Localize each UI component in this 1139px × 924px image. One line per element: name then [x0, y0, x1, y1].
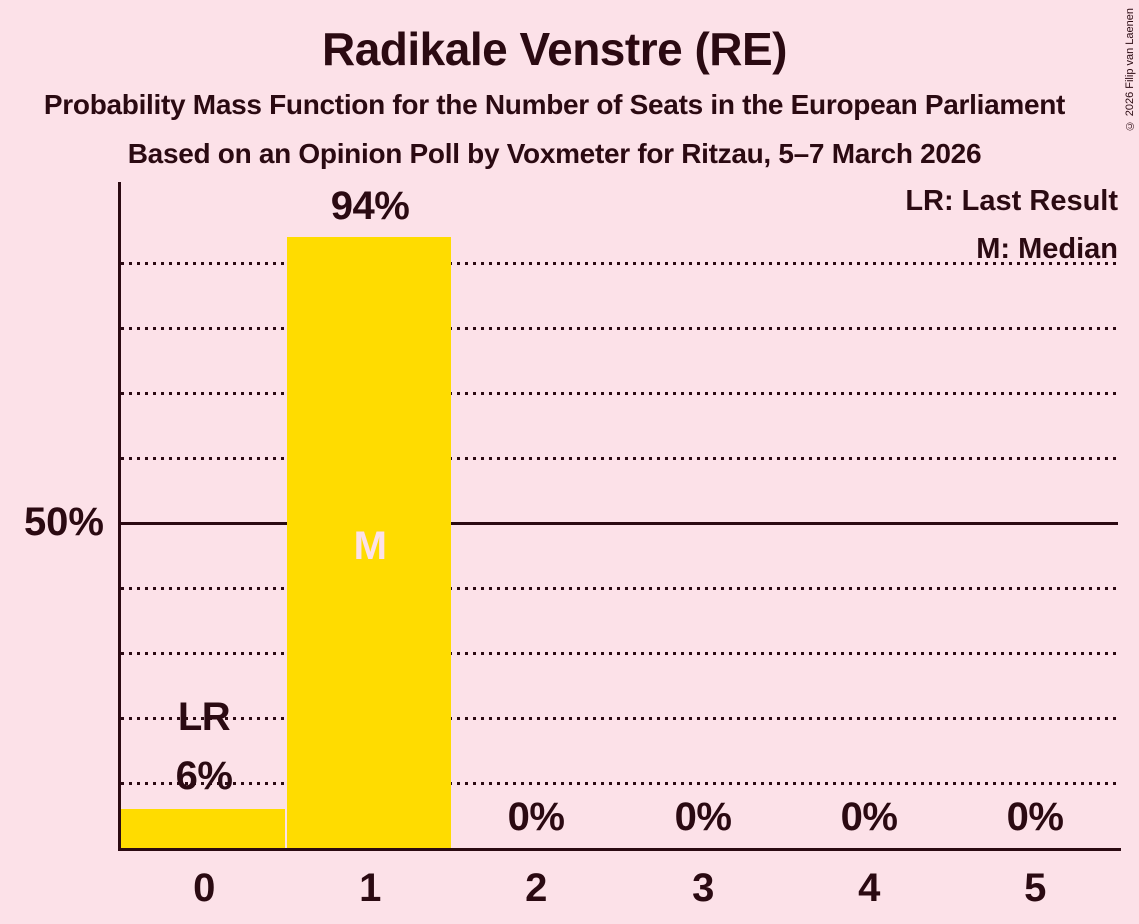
- bar-value-label-1: 94%: [330, 184, 410, 228]
- y-axis: [118, 182, 121, 851]
- copyright-notice: © 2026 Filip van Laenen: [1124, 8, 1136, 132]
- x-tick-label-2: 2: [525, 866, 547, 910]
- gridline-90: [121, 262, 1118, 265]
- bar-value-label-2: 0%: [507, 795, 565, 839]
- x-tick-label-4: 4: [858, 866, 880, 910]
- gridline-80: [121, 327, 1118, 330]
- x-tick-label-0: 0: [193, 866, 215, 910]
- x-tick-label-5: 5: [1024, 866, 1046, 910]
- gridline-60: [121, 457, 1118, 460]
- bar: [287, 237, 451, 848]
- bar-value-label-0: 6%: [175, 754, 233, 798]
- gridline-10: [121, 782, 1118, 785]
- x-tick-label-3: 3: [692, 866, 714, 910]
- chart-subtitle-1: Probability Mass Function for the Number…: [43, 89, 1066, 120]
- gridline-30: [121, 652, 1118, 655]
- chart-title: Radikale Venstre (RE): [321, 23, 788, 75]
- gridline-50: [121, 522, 1118, 525]
- gridline-20: [121, 717, 1118, 720]
- chart-subtitle-2: Based on an Opinion Poll by Voxmeter for…: [127, 138, 982, 169]
- gridline-40: [121, 587, 1118, 590]
- bar: [121, 809, 285, 848]
- legend-last-result: LR: Last Result: [905, 185, 1118, 217]
- bar-value-label-5: 0%: [1006, 795, 1064, 839]
- bar-value-label-3: 0%: [674, 795, 732, 839]
- x-tick-label-1: 1: [359, 866, 381, 910]
- gridline-70: [121, 392, 1118, 395]
- plot-area: [121, 182, 1118, 848]
- median-marker: M: [353, 524, 387, 568]
- x-axis: [118, 848, 1121, 851]
- legend-median: M: Median: [976, 233, 1118, 265]
- last-result-marker: LR: [177, 695, 231, 739]
- bar-value-label-4: 0%: [840, 795, 898, 839]
- y-tick-label-50: 50%: [23, 500, 104, 544]
